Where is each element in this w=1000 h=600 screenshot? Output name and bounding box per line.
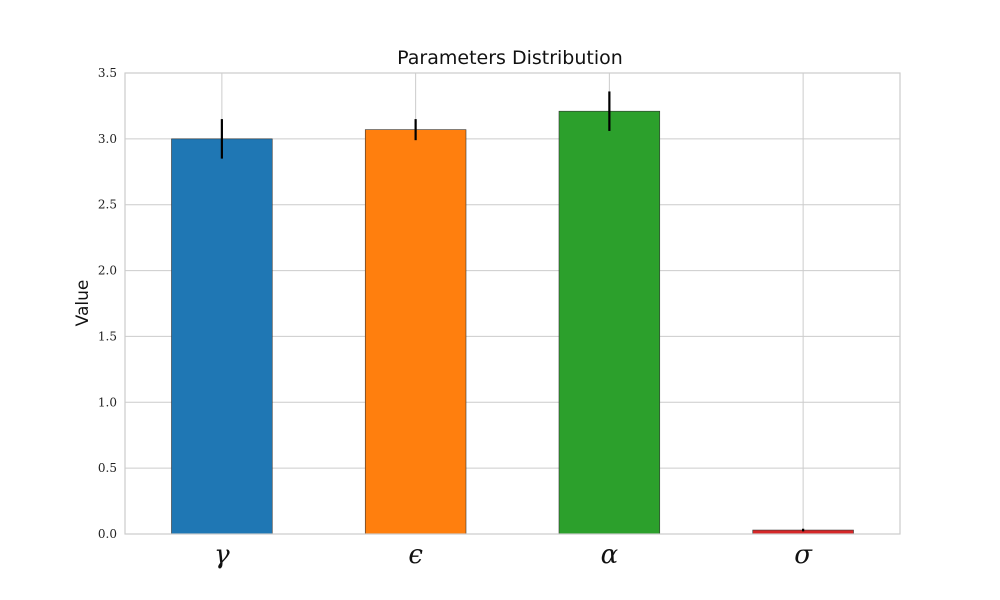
plot-frame xyxy=(124,72,901,535)
chart-title: Parameters Distribution xyxy=(397,47,623,69)
x-tick-label: ϵ xyxy=(408,540,423,570)
y-tick-label: 1.5 xyxy=(98,329,117,343)
error-bars xyxy=(220,91,805,532)
x-tick-label: σ xyxy=(794,540,813,570)
y-tick-label: 1.0 xyxy=(98,395,117,409)
y-axis-label: Value xyxy=(73,280,93,327)
bar-2 xyxy=(558,110,661,535)
bar-0 xyxy=(171,138,273,535)
y-tick-label: 0.0 xyxy=(98,527,117,541)
y-axis-ticks: 0.0 0.5 1.0 1.5 2.0 2.5 3.0 3.5 xyxy=(98,66,117,541)
y-tick-label: 3.5 xyxy=(98,66,117,80)
y-tick-label: 2.0 xyxy=(98,264,117,278)
y-tick-label: 2.5 xyxy=(98,198,117,212)
bars xyxy=(171,110,854,535)
bar-1 xyxy=(364,129,467,535)
y-tick-label: 0.5 xyxy=(98,461,117,475)
x-tick-label: γ xyxy=(214,540,230,570)
x-tick-label: α xyxy=(601,540,619,570)
y-tick-label: 3.0 xyxy=(98,132,117,146)
